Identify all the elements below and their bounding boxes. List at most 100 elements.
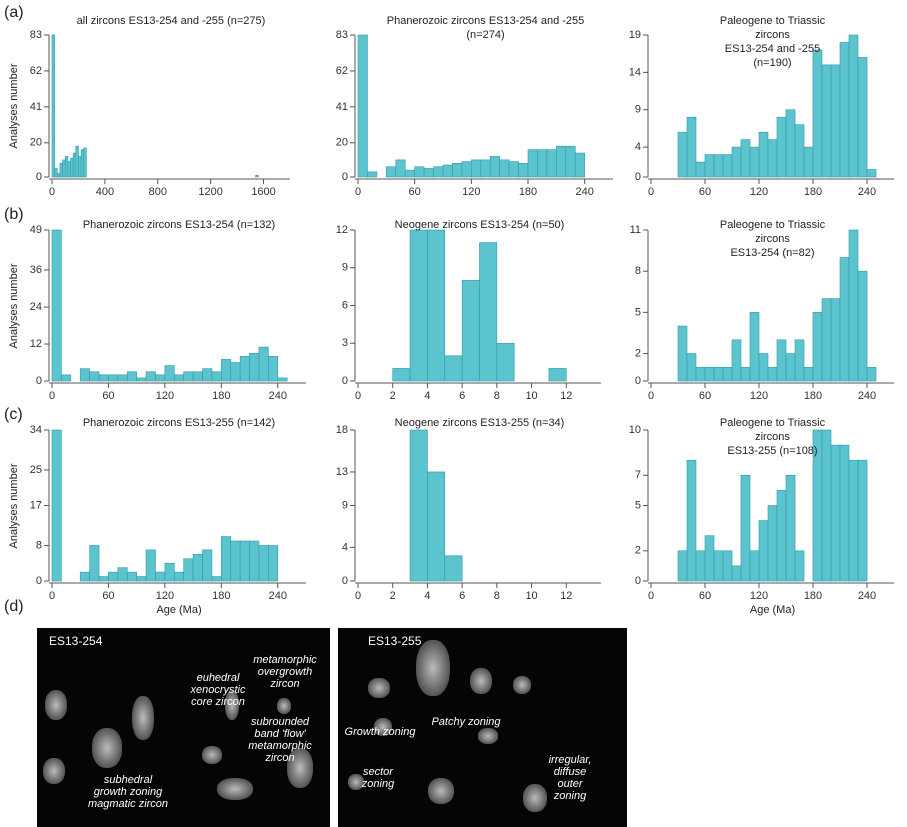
bar (490, 156, 499, 177)
bar (741, 140, 750, 177)
bar (705, 367, 714, 381)
y-tick-label: 18 (336, 424, 348, 436)
bar (174, 572, 183, 581)
x-tick-label: 800 (149, 186, 167, 198)
x-tick-label: 240 (858, 186, 876, 198)
bar (165, 366, 174, 381)
x-tick-label: 4 (424, 590, 430, 602)
annotation: Patchy zoning (431, 716, 500, 728)
bar (741, 367, 750, 381)
y-tick-label: 0 (635, 375, 641, 387)
y-tick-label: 4 (635, 141, 641, 153)
bar (750, 551, 759, 581)
bar (108, 572, 117, 581)
bar (203, 369, 212, 381)
x-tick-label: 180 (212, 590, 230, 602)
y-axis-label: Analyses number (8, 64, 20, 149)
x-tick-label: 8 (494, 390, 500, 402)
bar (174, 375, 183, 381)
bar (231, 541, 240, 581)
bar (445, 556, 462, 581)
bar (678, 132, 687, 177)
bar (519, 163, 528, 177)
bar (714, 551, 723, 581)
x-tick-label: 120 (750, 590, 768, 602)
bar (705, 536, 714, 581)
bar (696, 367, 705, 381)
bar (184, 372, 193, 381)
y-tick-label: 17 (30, 499, 42, 511)
y-tick-label: 10 (629, 424, 641, 436)
y-tick-label: 8 (36, 539, 42, 551)
bar (822, 65, 831, 177)
x-axis-label: Age (Ma) (750, 603, 795, 617)
bar (393, 368, 410, 381)
bar (193, 554, 202, 581)
bar (99, 577, 108, 581)
bar (786, 354, 795, 381)
bar (193, 372, 202, 381)
x-tick-label: 0 (648, 590, 654, 602)
x-tick-label: 180 (519, 186, 537, 198)
bar (795, 551, 804, 581)
y-tick-label: 5 (635, 306, 641, 318)
bar (427, 472, 444, 581)
x-tick-label: 0 (648, 186, 654, 198)
y-tick-label: 7 (635, 469, 641, 481)
y-tick-label: 62 (336, 65, 348, 77)
y-tick-label: 24 (30, 301, 42, 313)
x-tick-label: 60 (699, 590, 711, 602)
bar (231, 363, 240, 381)
bar (146, 550, 155, 581)
x-tick-label: 60 (409, 186, 421, 198)
bar (678, 551, 687, 581)
bar (424, 168, 433, 177)
y-axis-label: Analyses number (8, 263, 20, 348)
bar (452, 163, 461, 177)
bar (52, 430, 61, 581)
x-tick-label: 60 (102, 390, 114, 402)
x-tick-label: 180 (804, 390, 822, 402)
photo-label: ES13-255 (368, 634, 421, 648)
y-tick-label: 20 (336, 137, 348, 149)
bar (849, 460, 858, 581)
bar (80, 369, 89, 381)
chart-title: Paleogene to Triassic zircons ES13-254 a… (705, 14, 840, 70)
bar (804, 367, 813, 381)
annotation: subhedral growth zoning magmatic zircon (88, 774, 168, 810)
x-tick-label: 60 (102, 590, 114, 602)
bar (768, 367, 777, 381)
x-tick-label: 240 (575, 186, 593, 198)
x-tick-label: 2 (390, 590, 396, 602)
bar (858, 57, 867, 177)
bar (221, 537, 230, 581)
bar (462, 162, 471, 177)
x-tick-label: 0 (49, 390, 55, 402)
x-tick-label: 12 (560, 390, 572, 402)
y-tick-label: 11 (630, 224, 641, 236)
y-tick-label: 3 (342, 337, 348, 349)
annotation: subrounded band 'flow' metamorphic zirco… (248, 716, 312, 764)
annotation: sector zoning (362, 766, 394, 790)
bar (118, 568, 127, 581)
bar (76, 146, 79, 177)
bar (549, 368, 566, 381)
bar (804, 147, 813, 177)
x-tick-label: 0 (49, 590, 55, 602)
bar (443, 165, 452, 177)
panel-label: (b) (4, 206, 24, 224)
y-tick-label: 12 (30, 338, 42, 350)
zircon-photo: ES13-254 euhedral xenocrystic core zirco… (37, 628, 330, 827)
bar (410, 430, 427, 581)
bar (250, 541, 259, 581)
bar (840, 42, 849, 177)
y-tick-label: 8 (635, 265, 641, 277)
bar (367, 172, 376, 177)
bar (678, 326, 687, 381)
bar (537, 150, 546, 177)
bar (547, 150, 556, 177)
x-tick-label: 60 (699, 390, 711, 402)
bar (858, 460, 867, 581)
bar (259, 545, 268, 581)
bar (203, 550, 212, 581)
